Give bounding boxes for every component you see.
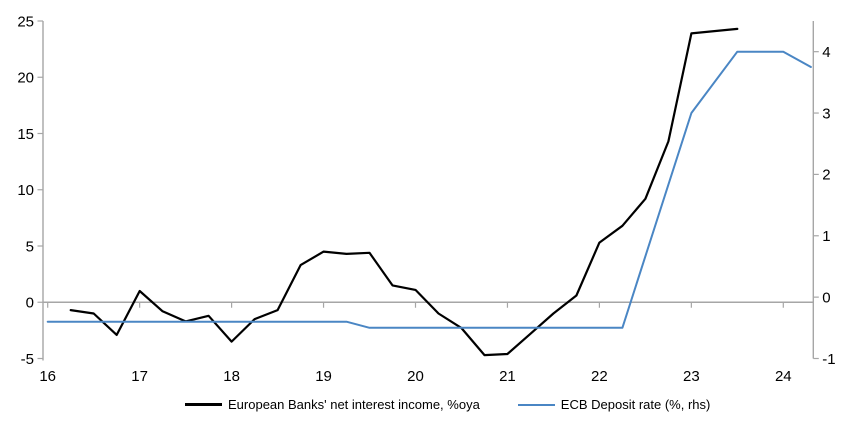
legend-label-ecb-deposit-rate: ECB Deposit rate (%, rhs) <box>560 397 711 412</box>
chart-legend: European Banks' net interest income, %oy… <box>185 397 710 412</box>
left-axis-tick-label: 5 <box>26 238 34 255</box>
x-axis-tick-label: 22 <box>591 368 608 385</box>
x-axis-tick-label: 23 <box>683 368 700 385</box>
x-axis-tick-label: 24 <box>775 368 792 385</box>
legend-item-ecb-deposit-rate: ECB Deposit rate (%, rhs) <box>517 397 711 412</box>
x-axis-tick-label: 16 <box>39 368 56 385</box>
right-axis-tick-label: 0 <box>822 289 830 306</box>
left-axis-tick-label: 20 <box>17 70 34 87</box>
right-axis-tick-label: -1 <box>822 351 835 368</box>
left-axis-tick-label: 15 <box>17 126 34 143</box>
series-line-ecb-deposit-rate <box>46 50 812 329</box>
legend-swatch-blue-line <box>517 403 555 406</box>
left-axis-tick-label: 25 <box>17 13 34 30</box>
series-line-european-banks-nii <box>69 27 739 357</box>
right-axis-tick-label: 3 <box>822 105 830 122</box>
right-axis-tick-label: 4 <box>822 44 830 61</box>
x-axis-tick-label: 19 <box>315 368 332 385</box>
x-axis-tick-label: 18 <box>223 368 240 385</box>
x-axis-tick-label: 21 <box>499 368 516 385</box>
legend-swatch-black-line <box>185 403 222 406</box>
right-axis-tick-label: 1 <box>822 228 830 245</box>
right-axis-tick-label: 2 <box>822 167 830 184</box>
x-axis-tick-label: 20 <box>407 368 424 385</box>
legend-label-net-interest-income: European Banks' net interest income, %oy… <box>228 397 480 412</box>
left-axis-tick-label: 10 <box>17 182 34 199</box>
legend-item-net-interest-income: European Banks' net interest income, %oy… <box>185 397 480 412</box>
x-axis-tick-label: 17 <box>131 368 148 385</box>
left-axis-tick-label: 0 <box>26 295 34 312</box>
left-axis-tick-label: -5 <box>21 351 34 368</box>
